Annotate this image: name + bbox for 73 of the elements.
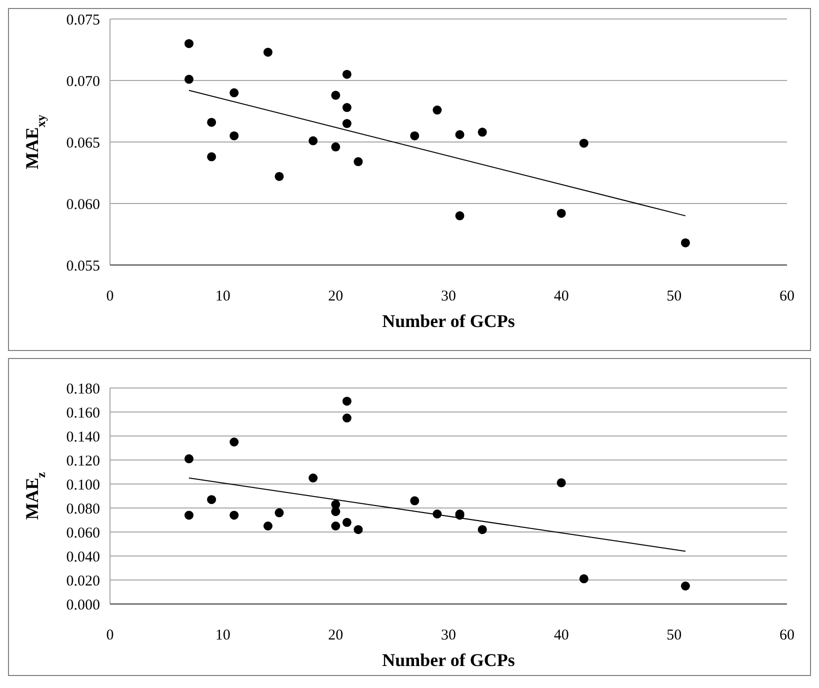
point	[455, 211, 464, 220]
point	[478, 525, 487, 534]
point	[331, 90, 340, 100]
point	[331, 522, 340, 530]
point	[274, 508, 284, 518]
x-tick-label: 30	[441, 288, 456, 304]
x-tick-label: 30	[441, 627, 456, 644]
x-tick-label: 0	[106, 288, 114, 304]
y-tick-label: 0.160	[66, 405, 100, 422]
x-tick-label: 60	[780, 288, 794, 304]
point	[342, 70, 352, 79]
point	[184, 39, 194, 48]
point	[455, 130, 464, 140]
x-axis-title: Number of GCPs	[382, 311, 515, 331]
point	[556, 478, 566, 488]
point	[410, 131, 420, 140]
point	[680, 582, 690, 590]
point	[579, 138, 588, 148]
point	[230, 131, 239, 140]
point	[342, 103, 352, 112]
point	[354, 157, 363, 166]
y-tick-label: 0.060	[66, 196, 100, 213]
x-tick-label: 40	[554, 627, 569, 644]
point	[478, 128, 487, 137]
x-tick-label: 10	[215, 627, 230, 644]
y-tick-label: 0.060	[66, 525, 100, 542]
point	[432, 106, 442, 115]
point	[342, 396, 352, 406]
point	[680, 238, 690, 248]
y-tick-label: 0.000	[66, 597, 100, 614]
point	[207, 118, 216, 127]
point	[230, 510, 239, 520]
point	[230, 438, 239, 446]
point	[184, 454, 194, 464]
y-tick-label: 0.180	[66, 381, 100, 398]
point	[207, 152, 216, 162]
x-tick-label: 60	[780, 627, 794, 644]
point	[274, 172, 284, 181]
point	[410, 496, 420, 506]
y-tick-label: 0.120	[66, 453, 100, 470]
point	[556, 208, 566, 218]
point	[331, 142, 340, 152]
y-tick-label: 0.065	[66, 135, 100, 152]
y-tick-label: 0.070	[66, 74, 100, 90]
point	[579, 574, 588, 584]
point	[263, 48, 272, 57]
point	[308, 136, 318, 146]
y-tick-label: 0.100	[66, 477, 100, 494]
x-tick-label: 50	[666, 288, 682, 304]
x-tick-label: 40	[554, 288, 569, 304]
y-tick-label: 0.140	[66, 429, 100, 446]
point	[308, 474, 318, 482]
point	[342, 518, 352, 527]
y-tick-label: 0.020	[66, 573, 100, 590]
x-tick-label: 20	[328, 288, 344, 304]
y-tick-label: 0.080	[66, 501, 100, 518]
point	[354, 525, 363, 534]
point	[342, 119, 352, 128]
x-tick-label: 20	[328, 627, 344, 644]
point	[331, 507, 340, 516]
point	[184, 510, 194, 520]
x-tick-label: 50	[666, 627, 682, 644]
y-tick-label: 0.040	[66, 549, 100, 566]
point	[230, 88, 239, 98]
point	[342, 414, 352, 422]
point	[184, 74, 194, 84]
x-tick-label: 10	[215, 288, 230, 304]
x-axis-title: Number of GCPs	[382, 650, 515, 670]
point	[207, 495, 216, 504]
y-tick-label: 0.075	[66, 12, 100, 28]
x-tick-label: 0	[106, 627, 114, 644]
y-tick-label: 0.055	[66, 258, 100, 274]
point	[263, 522, 272, 530]
